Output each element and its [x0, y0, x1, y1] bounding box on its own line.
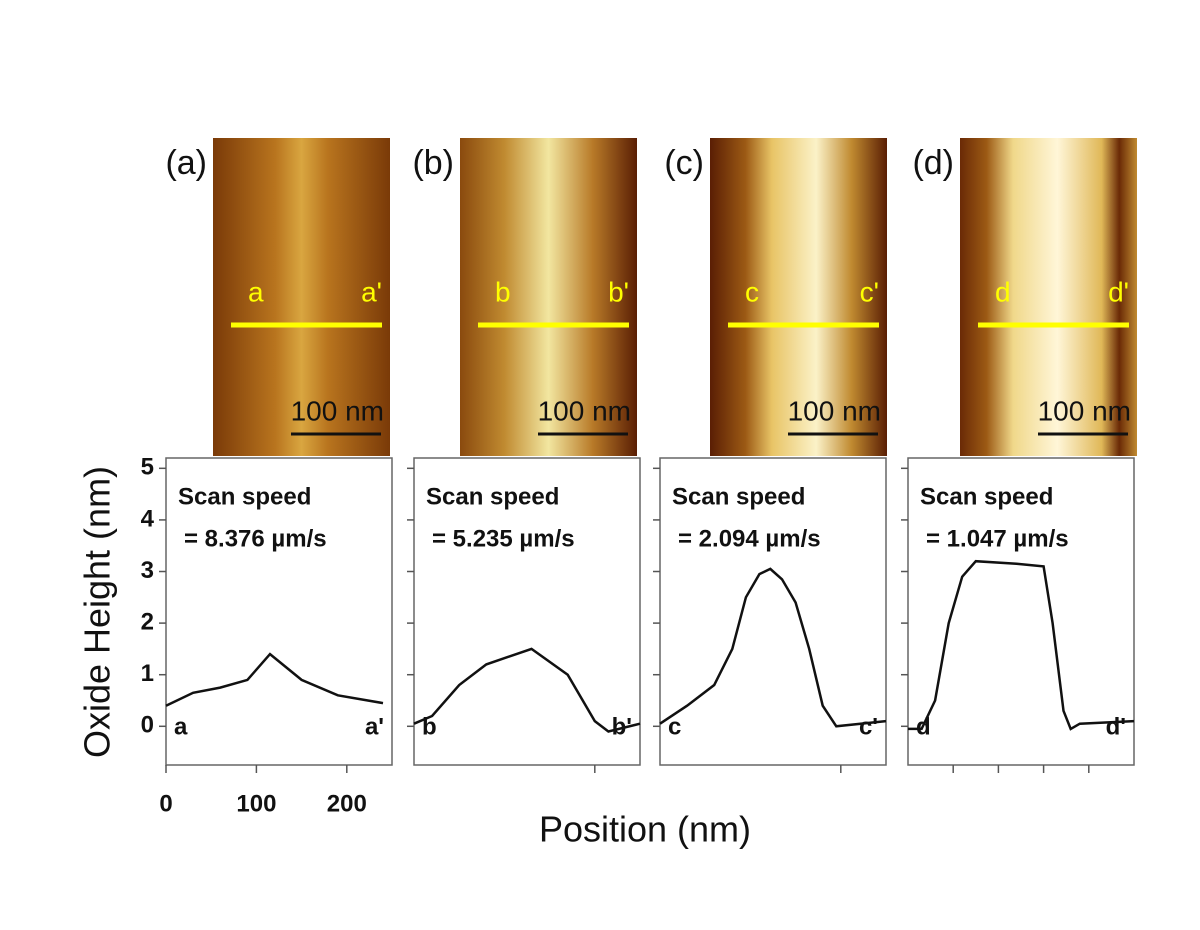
marker-label: d' — [1108, 276, 1129, 307]
annotation: = 8.376 µm/s — [184, 525, 327, 552]
annotation: Scan speed — [672, 483, 805, 510]
afm-image — [960, 138, 1137, 456]
marker-label: a — [248, 276, 264, 307]
afm-image — [460, 138, 637, 456]
end-label: b — [422, 714, 437, 741]
annotation: = 5.235 µm/s — [432, 525, 575, 552]
profile-line — [659, 567, 887, 728]
scale-bar-label: 100 nm — [1038, 395, 1131, 426]
x-tick-label: 0 — [159, 790, 172, 817]
scale-bar-label: 100 nm — [291, 395, 384, 426]
plot-frame — [907, 457, 1135, 766]
y-tick-label: 2 — [141, 608, 154, 635]
panel-label: (d) — [912, 144, 954, 182]
plot-frame — [659, 457, 887, 766]
marker-label: c' — [860, 276, 879, 307]
scale-bar-label: 100 nm — [788, 395, 881, 426]
x-tick-label: 100 — [236, 790, 276, 817]
marker-label: d — [995, 276, 1011, 307]
annotation: = 2.094 µm/s — [678, 525, 821, 552]
y-tick-label: 1 — [141, 660, 154, 687]
marker-label: b — [495, 276, 511, 307]
y-axis-label: Oxide Height (nm) — [77, 466, 118, 758]
y-tick-label: 5 — [141, 454, 154, 481]
panel-label: (b) — [412, 144, 454, 182]
x-axis-label: Position (nm) — [539, 809, 751, 850]
marker-label: c — [745, 276, 759, 307]
plot-frame — [165, 457, 393, 766]
plot-frame — [413, 457, 641, 766]
annotation: = 1.047 µm/s — [926, 525, 1069, 552]
panel-label: (c) — [664, 144, 704, 182]
profile-line — [908, 559, 1135, 731]
marker-label: b' — [608, 276, 629, 307]
end-label: b' — [612, 714, 632, 741]
y-tick-label: 4 — [141, 505, 155, 532]
end-label: a' — [365, 714, 384, 741]
annotation: Scan speed — [178, 483, 311, 510]
profile-line — [413, 647, 641, 733]
afm-image — [213, 138, 390, 456]
afm-image — [710, 138, 887, 456]
y-tick-label: 0 — [141, 712, 154, 739]
end-label: c' — [859, 714, 878, 741]
end-label: a — [174, 714, 188, 741]
annotation: Scan speed — [426, 483, 559, 510]
marker-label: a' — [361, 276, 382, 307]
profile-line — [165, 652, 384, 707]
panel-label: (a) — [165, 144, 207, 182]
scale-bar-label: 100 nm — [538, 395, 631, 426]
y-tick-label: 3 — [141, 557, 154, 584]
end-label: d — [916, 714, 931, 741]
annotation: Scan speed — [920, 483, 1053, 510]
end-label: d' — [1106, 714, 1126, 741]
end-label: c — [668, 714, 681, 741]
x-tick-label: 200 — [327, 790, 367, 817]
